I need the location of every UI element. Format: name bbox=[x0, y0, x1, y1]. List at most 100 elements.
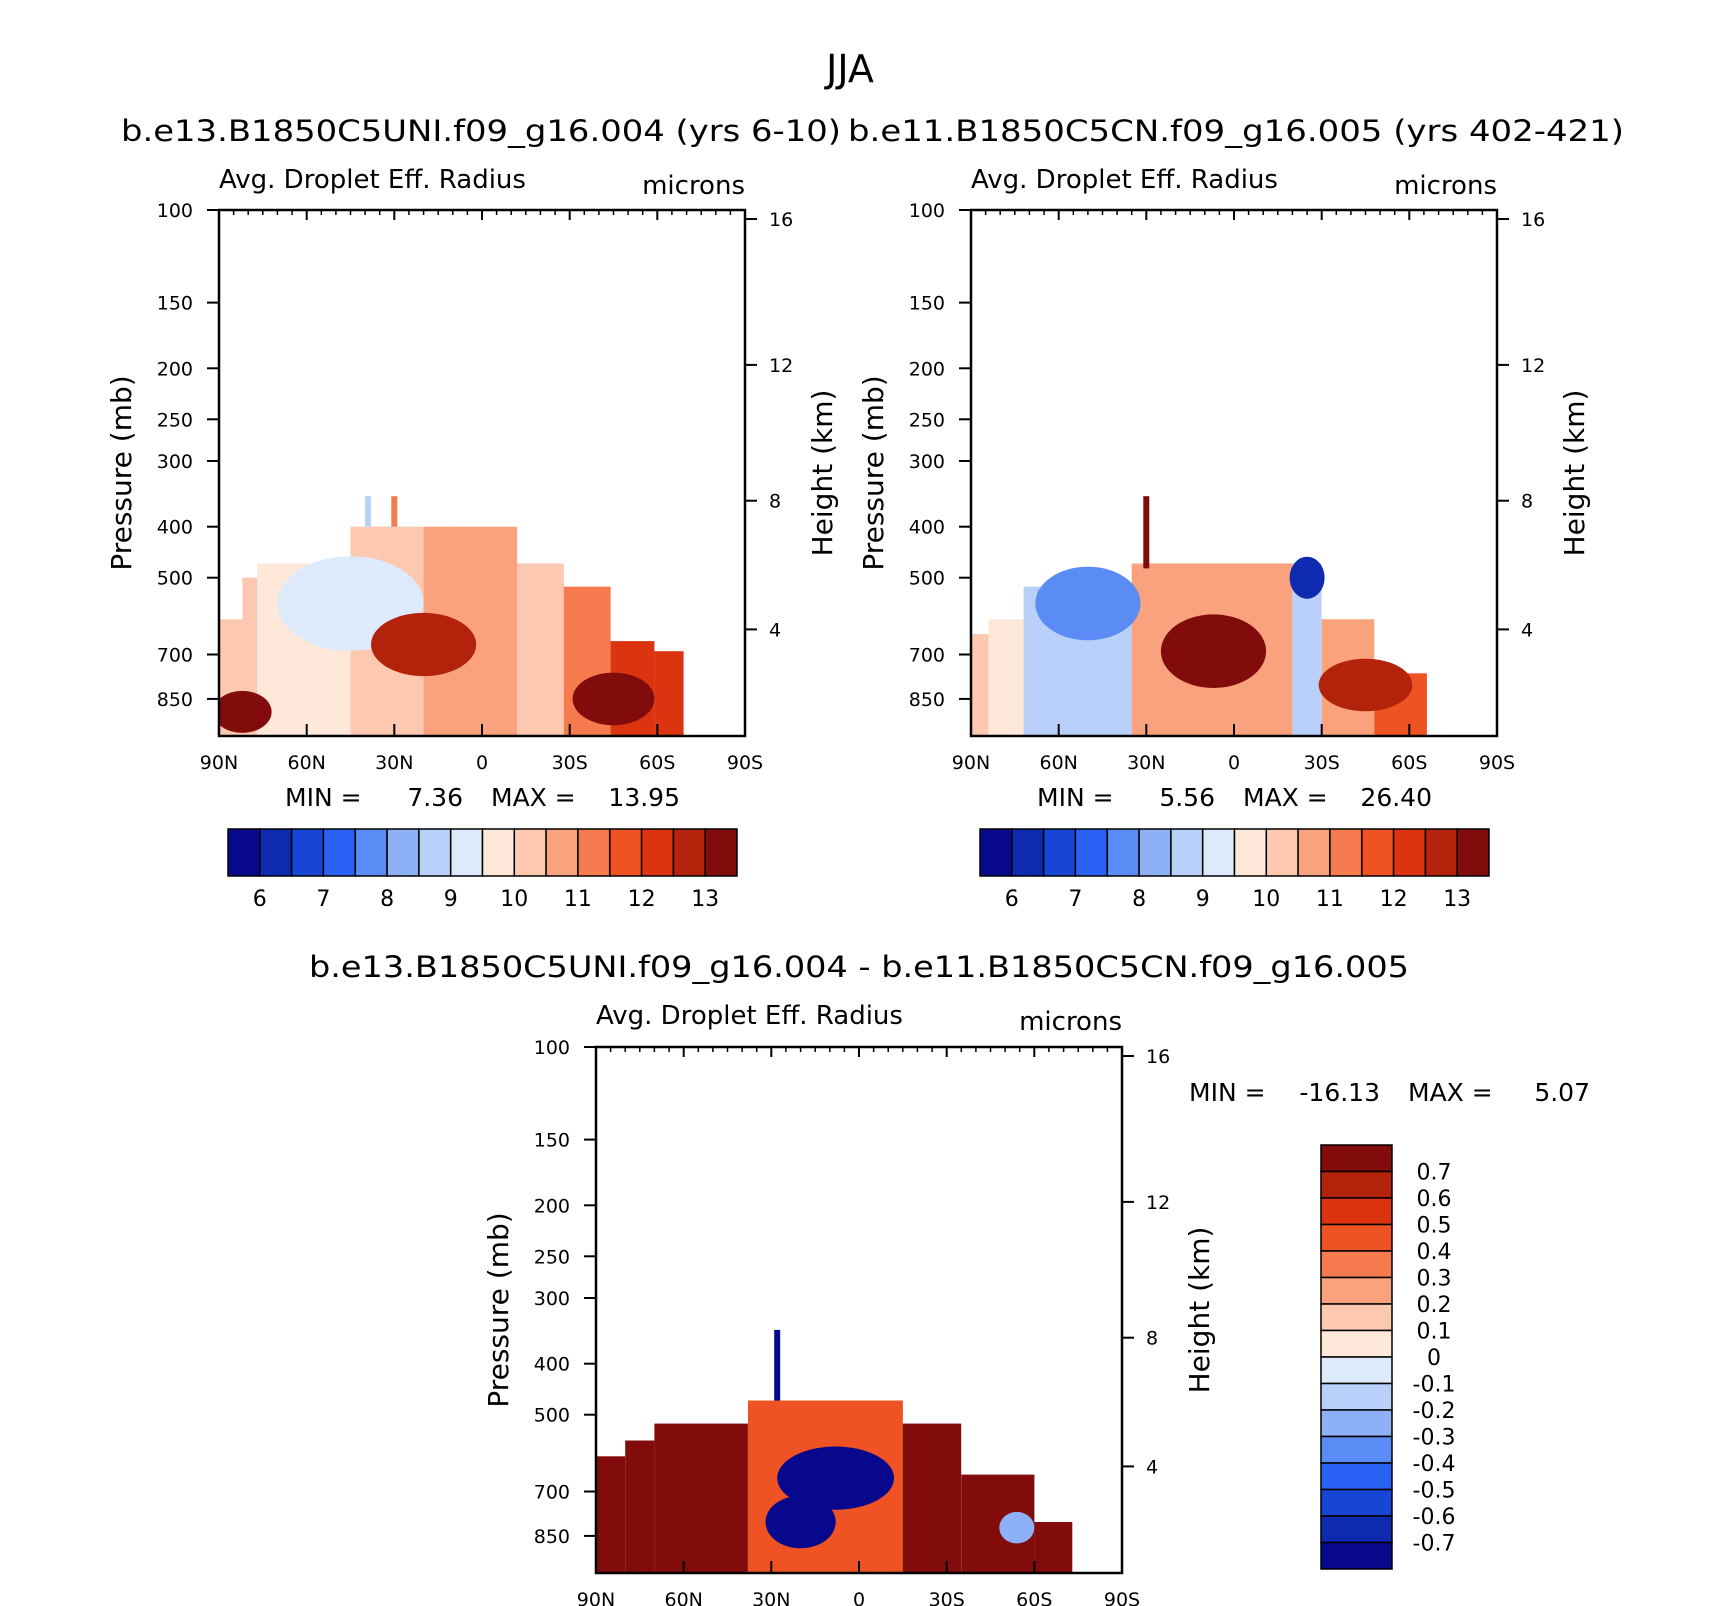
panel-bottom-diff-y-tick-label-500: 500 bbox=[534, 1405, 570, 1427]
panel-top-left-x-tick-label-0: 0 bbox=[476, 752, 488, 774]
panel-top-right-colorbar: 6 7 8 9 10 11 12 13 bbox=[979, 828, 1490, 912]
panel-top-right-colorbar-label-12: 12 bbox=[1380, 887, 1408, 912]
panel-bottom-diff-x-tick-label-30s: 30S bbox=[929, 1589, 965, 1606]
panel-top-right-colorbar-box-5 bbox=[1138, 828, 1172, 877]
panel-bottom-diff-height-tick-label-12: 12 bbox=[1146, 1192, 1170, 1214]
panel-bottom-diff-field-spike-10 bbox=[774, 1329, 781, 1401]
panel-bottom-diff-x-tick-label-90s: 90S bbox=[1104, 1589, 1140, 1606]
panel-top-left-y-tick-label-250: 250 bbox=[157, 409, 193, 431]
panel-top-right-colorbar-box-13 bbox=[1392, 828, 1427, 877]
panel-bottom-diff-colorbar-box-15 bbox=[1320, 1144, 1393, 1173]
panel-top-right-colorbar-box-8 bbox=[1233, 828, 1268, 877]
panel-bottom-diff-colorbar-label-0-5: -0.5 bbox=[1413, 1479, 1456, 1504]
figure-title: JJA bbox=[824, 47, 874, 91]
panel-top-right-x-tick-label-60s: 60S bbox=[1391, 752, 1427, 774]
panel-top-left-x-tick-label-30s: 30S bbox=[552, 752, 588, 774]
panel-bottom-diff-x-tick-label-30n: 30N bbox=[752, 1589, 790, 1606]
panel-bottom-diff-colorbar-label-0-6: 0.6 bbox=[1417, 1187, 1452, 1212]
panel-top-left-colorbar-label-13: 13 bbox=[691, 887, 719, 912]
panel-top-left-plot-frame bbox=[217, 208, 747, 738]
panel-bottom-diff-field-background-6 bbox=[1034, 1522, 1073, 1573]
panel-top-left-colorbar-box-3 bbox=[322, 828, 356, 877]
panel-top-right-y-axis-label: Pressure (mb) bbox=[857, 375, 890, 570]
panel-top-right-field bbox=[971, 496, 1427, 736]
panel-top-right-x-tick-label-0: 0 bbox=[1228, 752, 1240, 774]
panel-top-right-max-value: 26.40 bbox=[1360, 783, 1432, 812]
panel-top-right-min-label: MIN = bbox=[1037, 783, 1114, 812]
panel-bottom-diff-plot-frame bbox=[594, 1045, 1124, 1575]
panel-top-right-colorbar-box-7 bbox=[1201, 828, 1236, 877]
panel-top-left-field-blob-11 bbox=[572, 672, 655, 726]
panel-top-left-height-axis-label: Height (km) bbox=[806, 390, 839, 557]
panel-top-right-x-tick-label-60n: 60N bbox=[1040, 752, 1078, 774]
panel-top-right-colorbar-box-6 bbox=[1170, 828, 1204, 877]
panel-bottom-diff-field bbox=[596, 1329, 1073, 1573]
panel-top-right-field-blob-9 bbox=[1035, 566, 1141, 641]
panel-bottom-diff-y-tick-label-250: 250 bbox=[534, 1246, 570, 1268]
panel-top-right-height-ticks: 16 12 8 4 bbox=[1497, 209, 1545, 641]
panel-top-left-colorbar: 6 7 8 9 10 11 12 13 bbox=[227, 828, 738, 912]
panel-top-left-max-label: MAX = bbox=[491, 783, 576, 812]
panel-top-right-colorbar-label-11: 11 bbox=[1316, 887, 1344, 912]
panel-top-left-y-tick-label-500: 500 bbox=[157, 568, 193, 590]
panel-top-left-min-value: 7.36 bbox=[407, 783, 463, 812]
panel-top-left-colorbar-box-5 bbox=[386, 828, 420, 877]
panel-top-left-field-blob-10 bbox=[371, 612, 477, 677]
panel-top-left-colorbar-label-6: 6 bbox=[253, 887, 267, 912]
panel-top-right-y-tick-label-100: 100 bbox=[909, 200, 945, 222]
panel-top-left-y-axis-label: Pressure (mb) bbox=[105, 375, 138, 570]
panel-top-left-colorbar-label-9: 9 bbox=[444, 887, 458, 912]
panel-bottom-diff-colorbar-box-7 bbox=[1320, 1356, 1393, 1385]
panel-bottom-diff-y-tick-label-400: 400 bbox=[534, 1354, 570, 1376]
panel-top-left-colorbar-label-8: 8 bbox=[380, 887, 394, 912]
panel-top-left-x-tick-label-30n: 30N bbox=[375, 752, 413, 774]
panel-bottom-diff-y-axis-label: Pressure (mb) bbox=[482, 1212, 515, 1407]
panel-top-right-field-blob-10 bbox=[1289, 556, 1325, 599]
panel-top-right-height-tick-label-8: 8 bbox=[1521, 491, 1533, 513]
panel-top-left-y-tick-label-700: 700 bbox=[157, 645, 193, 667]
panel-top-left-colorbar-box-9 bbox=[513, 828, 547, 877]
panel-top-right-height-axis-label: Height (km) bbox=[1558, 390, 1591, 557]
panel-top-right-units: microns bbox=[1394, 171, 1497, 201]
panel-top-right-field-blob-8 bbox=[1318, 658, 1413, 712]
panel-bottom-diff-colorbar-label-0: 0 bbox=[1427, 1346, 1441, 1371]
panel-top-right-y-ticks: 100 150 200 250 300 400 500 700 850 bbox=[909, 200, 971, 711]
panel-top-right-colorbar-label-6: 6 bbox=[1005, 887, 1019, 912]
panel-top-right-plot-frame bbox=[969, 208, 1499, 738]
panel-top-left-colorbar-box-7 bbox=[449, 828, 484, 877]
panel-top-left-colorbar-box-1 bbox=[259, 828, 293, 877]
panel-bottom-diff-colorbar-label-0-6: -0.6 bbox=[1413, 1505, 1456, 1530]
panel-bottom-diff-colorbar-label-0-7: 0.7 bbox=[1417, 1161, 1452, 1186]
panel-top-right-colorbar-box-11 bbox=[1329, 828, 1363, 877]
panel-top-right-colorbar-box-3 bbox=[1074, 828, 1108, 877]
panel-top-left-colorbar-box-10 bbox=[545, 828, 579, 877]
panel-top-left-y-tick-label-100: 100 bbox=[157, 200, 193, 222]
panel-top-left-x-tick-label-60s: 60S bbox=[639, 752, 675, 774]
panel-bottom-diff-min-value: -16.13 bbox=[1299, 1078, 1380, 1107]
panel-bottom-diff-colorbar-box-2 bbox=[1320, 1488, 1393, 1517]
panel-bottom-diff-units: microns bbox=[1019, 1007, 1122, 1037]
panel-top-left-colorbar-box-11 bbox=[577, 828, 611, 877]
panel-top-left-x-tick-label-90n: 90N bbox=[200, 752, 238, 774]
panel-top-left-colorbar-box-2 bbox=[290, 828, 325, 877]
panel-top-right-x-tick-label-30s: 30S bbox=[1304, 752, 1340, 774]
panel-bottom-diff-colorbar-label-0-7: -0.7 bbox=[1413, 1532, 1456, 1557]
panel-bottom-diff: b.e13.B1850C5UNI.f09_g16.004 - b.e11.B18… bbox=[309, 950, 1590, 1606]
panel-top-left-height-tick-label-8: 8 bbox=[769, 491, 781, 513]
panel-bottom-diff-colorbar-label-0-2: 0.2 bbox=[1417, 1293, 1452, 1318]
panel-bottom-diff-colorbar-label-0-3: -0.3 bbox=[1413, 1426, 1456, 1451]
panel-top-left-field bbox=[219, 496, 684, 736]
panel-bottom-diff-height-axis-label: Height (km) bbox=[1183, 1227, 1216, 1394]
panel-top-left-y-tick-label-850: 850 bbox=[157, 689, 193, 711]
panel-top-right-colorbar-label-10: 10 bbox=[1252, 887, 1280, 912]
panel-top-right-min-value: 5.56 bbox=[1159, 783, 1215, 812]
panel-bottom-diff-max-value: 5.07 bbox=[1534, 1078, 1590, 1107]
panel-top-left-y-ticks: 100 150 200 250 300 400 500 700 850 bbox=[157, 200, 219, 711]
panel-bottom-diff-field-blob-7 bbox=[777, 1446, 894, 1510]
panel-top-left-min-label: MIN = bbox=[285, 783, 362, 812]
panel-top-left-max-value: 13.95 bbox=[608, 783, 680, 812]
panel-top-left-colorbar-box-14 bbox=[672, 828, 706, 877]
panel-top-left-colorbar-box-6 bbox=[418, 828, 452, 877]
panel-bottom-diff-colorbar-label-0-3: 0.3 bbox=[1417, 1267, 1452, 1292]
panel-bottom-diff-x-tick-label-60s: 60S bbox=[1016, 1589, 1052, 1606]
